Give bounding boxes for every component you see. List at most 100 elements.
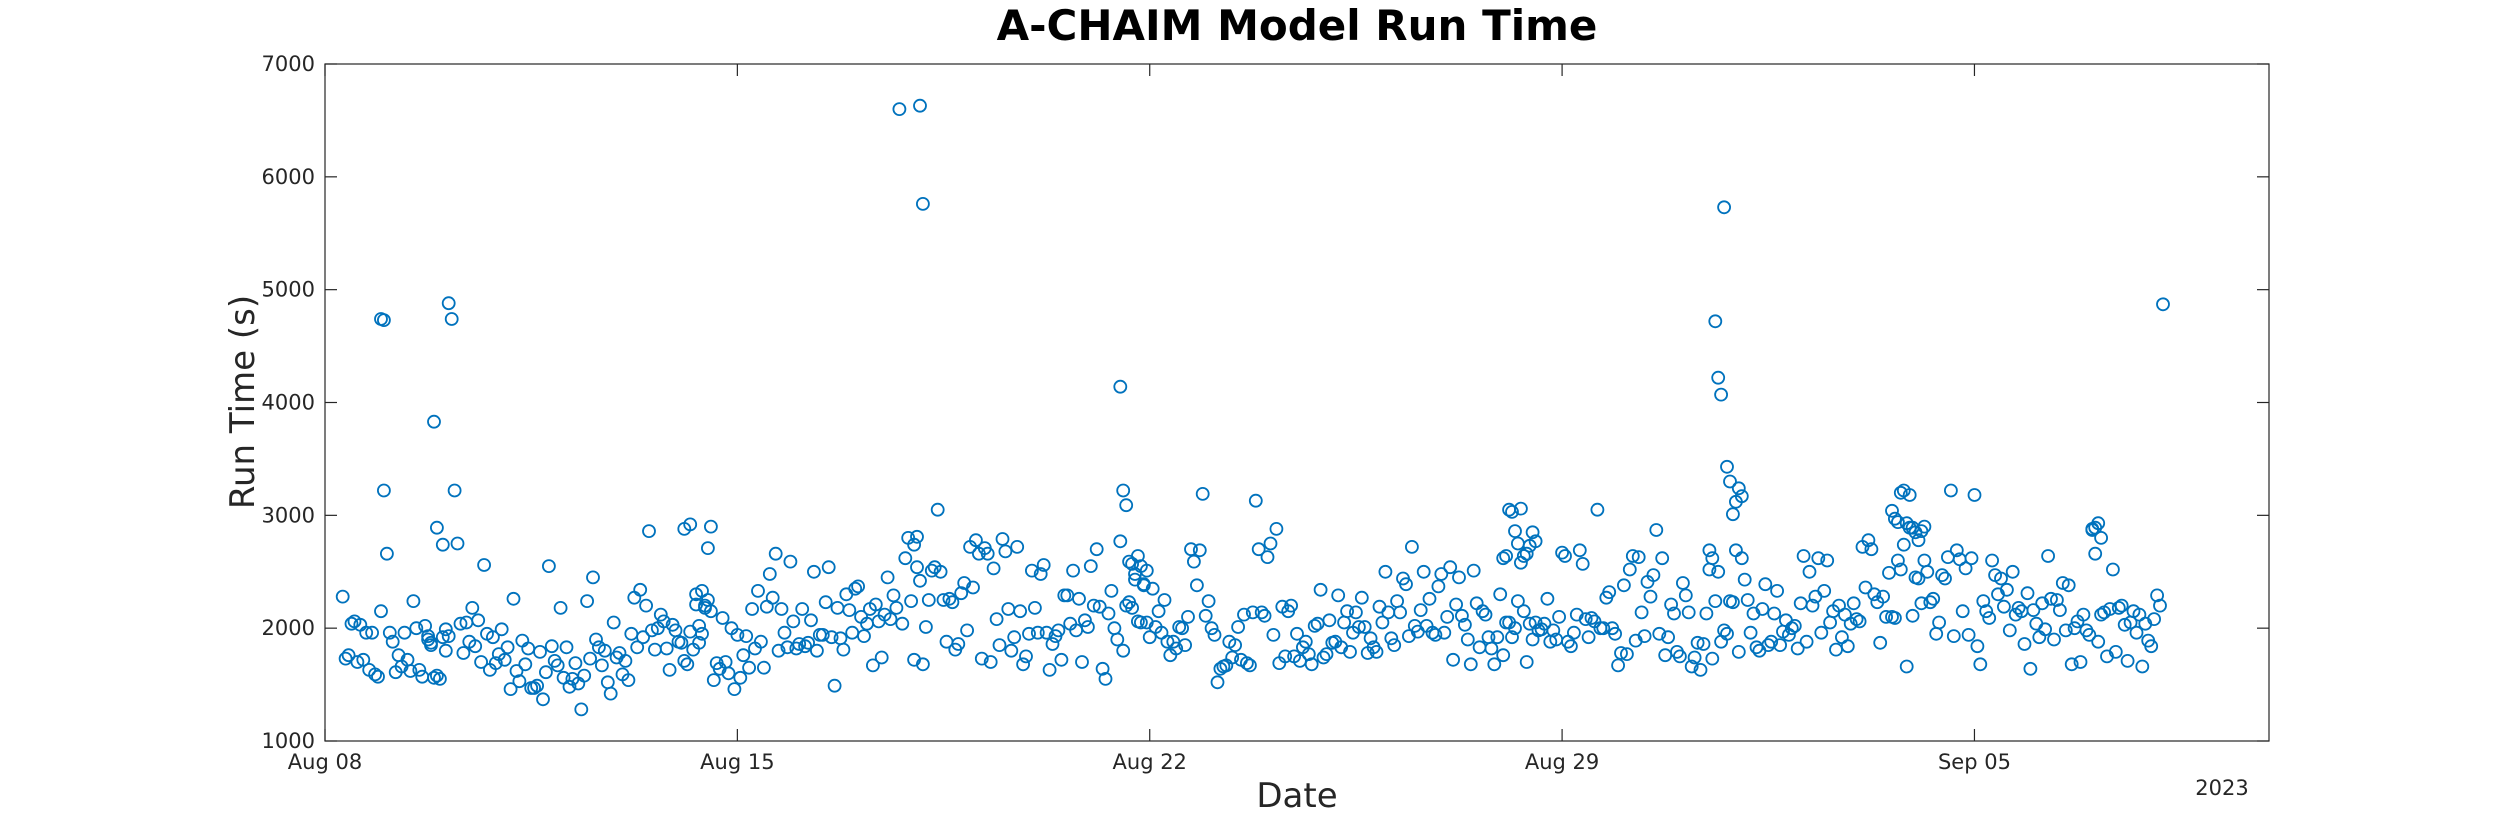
data-point [1932, 615, 1946, 630]
data-point [1416, 564, 1431, 579]
data-point [1949, 543, 1964, 558]
data-point [1861, 533, 1876, 548]
data-point [1113, 534, 1128, 549]
data-point [1787, 619, 1802, 633]
x-tick-label: Aug 08 [288, 750, 362, 774]
data-point [1101, 606, 1116, 621]
data-point [980, 546, 995, 561]
data-point [1516, 549, 1531, 563]
data-point [1363, 631, 1378, 646]
data-point [656, 614, 671, 629]
data-point [757, 660, 771, 675]
data-point [424, 635, 438, 650]
data-point [1555, 545, 1569, 560]
data-point [1734, 551, 1749, 566]
data-point [2061, 578, 2076, 593]
data-point [527, 681, 541, 695]
data-point [989, 612, 1004, 626]
data-point [936, 593, 951, 607]
data-point [1773, 638, 1787, 652]
data-point [2094, 531, 2109, 545]
data-point [1178, 638, 1192, 652]
data-point [1516, 604, 1531, 619]
data-point [409, 621, 424, 636]
data-point [2002, 623, 2017, 638]
data-point [969, 533, 983, 548]
data-point [1054, 652, 1069, 667]
data-point [1131, 549, 1145, 563]
data-point [1796, 549, 1811, 563]
data-point [1025, 563, 1039, 578]
data-point [1525, 525, 1540, 540]
data-point [2135, 659, 2150, 674]
data-point [924, 563, 939, 578]
data-point [698, 598, 712, 613]
data-point [1343, 645, 1357, 659]
data-point [1731, 645, 1746, 659]
data-point [2026, 603, 2041, 617]
data-point [1184, 542, 1198, 557]
data-point [1891, 515, 1905, 529]
data-point [1016, 657, 1030, 672]
data-point [2076, 607, 2091, 622]
data-point [427, 414, 441, 429]
data-point [1446, 652, 1460, 667]
data-point [494, 622, 509, 637]
data-point [821, 560, 836, 575]
y-axis: 1000 2000 3000 4000 5000 6000 7000 [262, 52, 2269, 753]
data-point [1852, 614, 1867, 629]
data-point [406, 594, 421, 608]
data-point [2038, 622, 2052, 637]
data-point [1708, 314, 1723, 329]
data-point [1917, 519, 1932, 534]
data-point [1422, 591, 1437, 606]
data-point [2058, 623, 2073, 638]
data-point [1519, 546, 1534, 561]
data-point [1867, 587, 1882, 602]
data-point [1098, 672, 1113, 686]
data-point [1967, 488, 1982, 502]
data-point [542, 559, 556, 573]
data-point [1466, 563, 1481, 578]
data-point [1019, 649, 1033, 664]
data-point [471, 613, 486, 628]
data-point [636, 630, 650, 645]
data-point [1864, 542, 1879, 557]
data-point [910, 529, 924, 544]
data-point [866, 658, 880, 673]
data-point [1711, 370, 1726, 385]
data-point [721, 666, 736, 681]
data-point [1484, 641, 1499, 656]
data-point [1711, 564, 1726, 579]
data-point [1655, 551, 1670, 566]
data-point [435, 630, 450, 645]
data-point [1269, 522, 1284, 536]
data-point [1207, 628, 1222, 642]
data-point [792, 637, 807, 651]
data-point [1075, 655, 1089, 669]
data-point [736, 648, 751, 663]
data-point [1357, 620, 1372, 634]
data-point [706, 673, 721, 687]
data-point [2105, 562, 2120, 577]
data-point [1696, 637, 1711, 651]
data-point [1195, 486, 1210, 501]
data-point [1204, 621, 1219, 636]
data-point [589, 632, 603, 647]
data-point [1119, 498, 1134, 513]
data-point [2023, 661, 2038, 676]
data-point [1764, 634, 1779, 649]
data-point [1802, 564, 1817, 579]
data-point [477, 558, 492, 572]
data-point [2047, 632, 2061, 647]
data-point [689, 597, 703, 612]
data-point [1717, 200, 1731, 215]
data-point [1349, 605, 1363, 620]
data-point [1428, 628, 1443, 642]
data-point [344, 616, 359, 631]
x-axis: Aug 08 Aug 15 Aug 22 Aug 29 Sep 05 [288, 64, 2011, 774]
data-point [1051, 623, 1066, 638]
data-point [1564, 639, 1578, 654]
data-point [798, 639, 812, 654]
data-point [1740, 593, 1755, 607]
